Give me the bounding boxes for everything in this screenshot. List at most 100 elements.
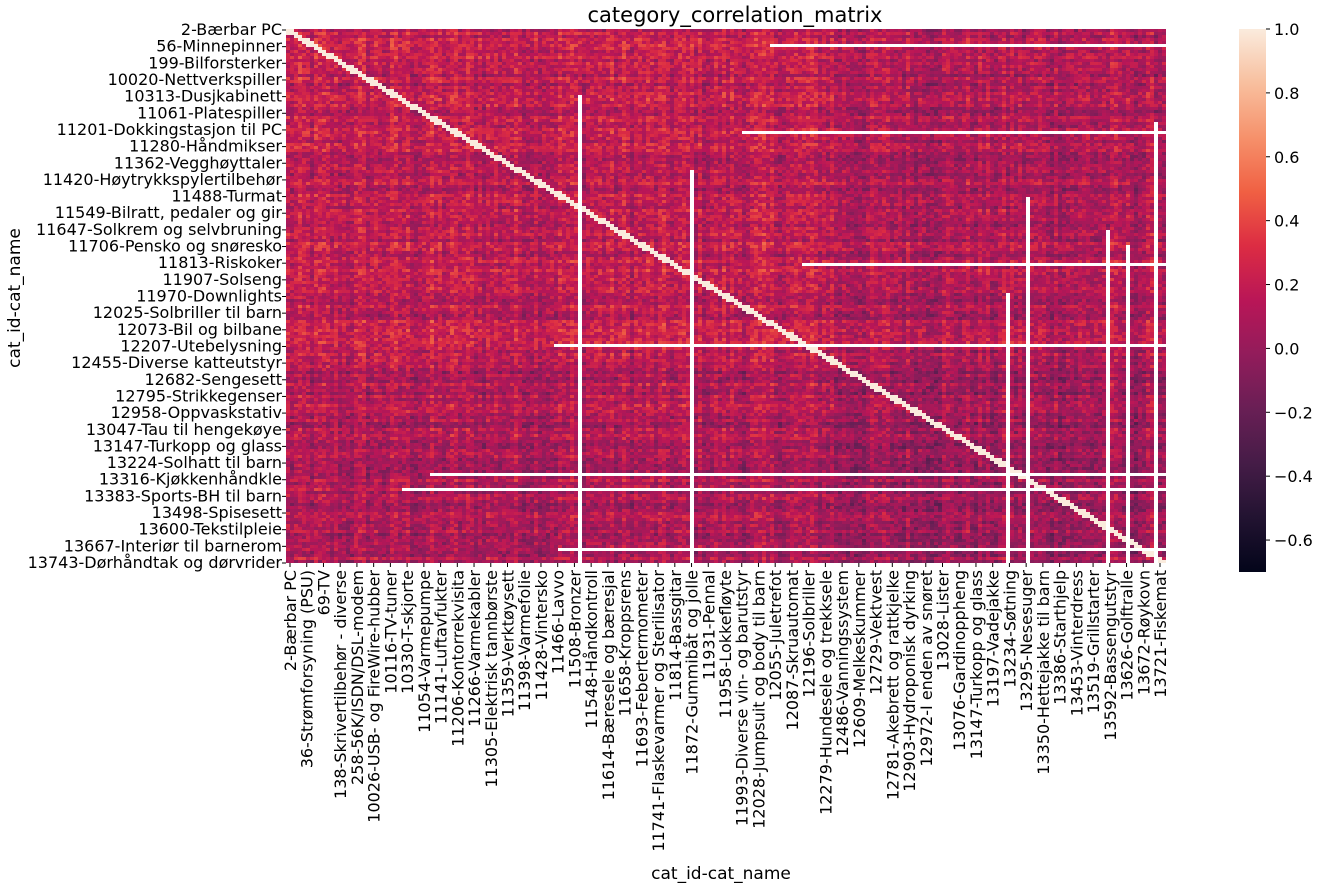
row-tick-label: 10313-Dusjkabinett <box>124 87 282 106</box>
column-tick-label: 11266-Varmekabler <box>465 570 484 727</box>
row-tick-label: 10020-Nettverkspiller <box>108 70 283 89</box>
column-tick-label: 13076-Gardinoppheng <box>950 570 969 751</box>
colorbar-tick-label: 0.4 <box>1274 212 1299 231</box>
colorbar-tick-label: 0.6 <box>1274 148 1299 167</box>
column-tick-label: 11428-Vintersko <box>532 570 551 700</box>
row-tick-label: 13498-Spisesett <box>152 503 282 522</box>
row-tick-label: 13743-Dørhåndtak og dørvrider <box>28 553 283 572</box>
row-tick-label: 12795-Strikkegenser <box>115 386 282 405</box>
column-tick-label: 10330-T-skjorte <box>398 570 417 694</box>
column-tick-label: 11741-Flaskevarmer og Sterilisator <box>649 570 668 852</box>
column-tick-label: 12486-Vanningssystem <box>833 570 852 756</box>
row-tick-label: 13667-Interiør til barnerom <box>64 536 282 555</box>
column-tick-label: 12028-Jumpsuit og body til barn <box>749 570 768 829</box>
row-tick-label: 13600-Tekstilpleie <box>138 520 282 539</box>
row-tick-label: 12958-Oppvaskstativ <box>111 403 283 422</box>
column-tick-label: 11958-Lokkefløyte <box>716 570 735 718</box>
column-tick-label: 12972-I enden av snøret <box>917 570 936 767</box>
colorbar-tick-label: −0.6 <box>1274 531 1313 550</box>
column-tick-label: 13386-Starthjelp <box>1051 570 1070 705</box>
heatmap-cells <box>286 29 1166 563</box>
row-tick-label: 11201-Dokkingstasjon til PC <box>57 120 282 139</box>
column-tick-label: 69-TV <box>314 570 333 615</box>
row-tick-label: 11420-Høytrykkspylertilbehør <box>43 170 283 189</box>
column-tick-label: 36-Strømforsyning (PSU) <box>298 570 317 768</box>
row-tick-label: 13147-Turkopp og glass <box>93 436 282 455</box>
column-tick-label: 12609-Melkeskummer <box>850 570 869 749</box>
row-tick-label: 199-Bilforsterker <box>148 53 282 72</box>
column-tick-label: 13197-Vadejakke <box>984 570 1003 707</box>
row-tick-label: 13047-Tau til hengekøye <box>86 420 282 439</box>
row-tick-label: 11362-Vegghøyttaler <box>114 153 283 172</box>
column-tick-label: 13028-Lister <box>934 570 953 671</box>
column-tick-label: 258-56K/ISDN/DSL-modem <box>348 570 367 785</box>
row-tick-label: 11813-Riskoker <box>158 253 283 272</box>
column-tick-label: 13350-Hettejakke til barn <box>1034 570 1053 775</box>
column-tick-label: 11141-Luftavfukter <box>432 570 451 725</box>
column-tick-label: 11305-Elektrisk tannbørste <box>482 570 501 788</box>
column-tick-label: 13626-Golftralle <box>1118 570 1137 701</box>
row-tick-label: 11907-Solseng <box>162 270 282 289</box>
column-tick-label: 11993-Diverse vin- og barutstyr <box>733 570 752 827</box>
colorbar-tick-label: 0.8 <box>1274 84 1299 103</box>
column-tick-label: 11548-Håndkontroll <box>582 570 601 729</box>
row-tick-label: 12073-Bil og bilbane <box>117 320 282 339</box>
column-tick-label: 13592-Bassengutstyr <box>1101 570 1120 741</box>
column-tick-label: 11614-Bæresele og bæresjal <box>599 570 618 800</box>
column-tick-label: 11658-Kroppsrens <box>616 570 635 716</box>
column-tick-label: 12781-Akebrett og rattkjelke <box>883 570 902 800</box>
row-tick-label: 11280-Håndmikser <box>129 137 282 156</box>
column-tick-label: 11359-Verktøysett <box>499 570 518 717</box>
row-tick-label: 12207-Utebelysning <box>120 336 282 355</box>
column-tick-label: 12055-Juletrefot <box>766 570 785 701</box>
column-tick-label: 11466-Lavvo <box>549 570 568 674</box>
column-tick-label: 13519-Grillstarter <box>1084 570 1103 714</box>
column-tick-label: 11054-Varmepumpe <box>415 570 434 733</box>
column-tick-label: 11206-Kontorrekvisita <box>448 570 467 747</box>
column-tick-label: 11508-Bronzer <box>565 570 584 688</box>
column-tick-label: 13721-Fiskemat <box>1151 570 1170 698</box>
row-tick-label: 2-Bærbar PC <box>181 20 282 39</box>
column-tick-label: 12279-Hundesele og trekksele <box>816 570 835 815</box>
colorbar-tick-label: −0.4 <box>1274 467 1313 486</box>
x-axis-label: cat_id-cat_name <box>651 864 791 884</box>
column-tick-label: 2-Bærbar PC <box>281 570 300 671</box>
column-tick-label: 11814-Bassgitar <box>666 570 685 701</box>
column-tick-label: 12903-Hydroponisk dyrking <box>900 570 919 792</box>
column-tick-label: 12729-Vektvest <box>867 570 886 695</box>
column-tick-label: 11931-Pennal <box>699 570 718 680</box>
column-tick-label: 12196-Solbriller <box>800 570 819 698</box>
column-tick-label: 10116-TV-tuner <box>381 570 400 694</box>
row-tick-label: 12682-Sengesett <box>144 370 282 389</box>
row-tick-label: 11706-Pensko og snøresko <box>68 237 282 256</box>
colorbar-tick-label: 0.0 <box>1274 339 1299 358</box>
column-tick-label: 13295-Nesesuger <box>1017 570 1036 712</box>
column-tick-label: 138-Skrivertilbehør - diverse <box>331 570 350 799</box>
row-tick-labels: 2-Bærbar PC56-Minnepinner199-Bilforsterk… <box>28 20 286 572</box>
colorbar-tick-label: 1.0 <box>1274 20 1299 39</box>
chart-title: category_correlation_matrix <box>588 3 883 28</box>
column-tick-label: 13453-Vinterdress <box>1067 570 1086 716</box>
colorbar-tick-label: 0.2 <box>1274 276 1299 295</box>
colorbar-ticks: 1.0 0.8 0.6 0.4 0.2 0.0 −0.2 −0.4 −0.6 <box>1266 20 1313 550</box>
column-tick-label: 13147-Turkopp og glass <box>967 570 986 759</box>
row-tick-label: 11488-Turmat <box>171 187 282 206</box>
row-tick-label: 12455-Diverse katteutstyr <box>71 353 282 372</box>
row-tick-label: 11061-Platespiller <box>137 103 282 122</box>
column-tick-label: 10026-USB- og FireWire-hubber <box>365 570 384 823</box>
column-tick-label: 11398-Varmefolie <box>515 570 534 711</box>
row-tick-label: 11647-Solkrem og selvbruning <box>36 220 282 239</box>
row-tick-label: 56-Minnepinner <box>156 37 282 56</box>
colorbar-tick-label: −0.2 <box>1274 403 1313 422</box>
row-tick-label: 13224-Solhatt til barn <box>107 453 282 472</box>
column-tick-label: 11693-Febertermometer <box>632 570 651 768</box>
column-tick-label: 13672-Røykovn <box>1134 570 1153 695</box>
y-axis-label: cat_id-cat_name <box>5 228 25 368</box>
row-tick-label: 13383-Sports-BH til barn <box>84 486 282 505</box>
row-tick-label: 11970-Downlights <box>136 287 282 306</box>
row-tick-label: 12025-Solbriller til barn <box>93 303 282 322</box>
row-tick-label: 13316-Kjøkkenhåndkle <box>99 470 282 489</box>
colorbar <box>1239 29 1266 572</box>
